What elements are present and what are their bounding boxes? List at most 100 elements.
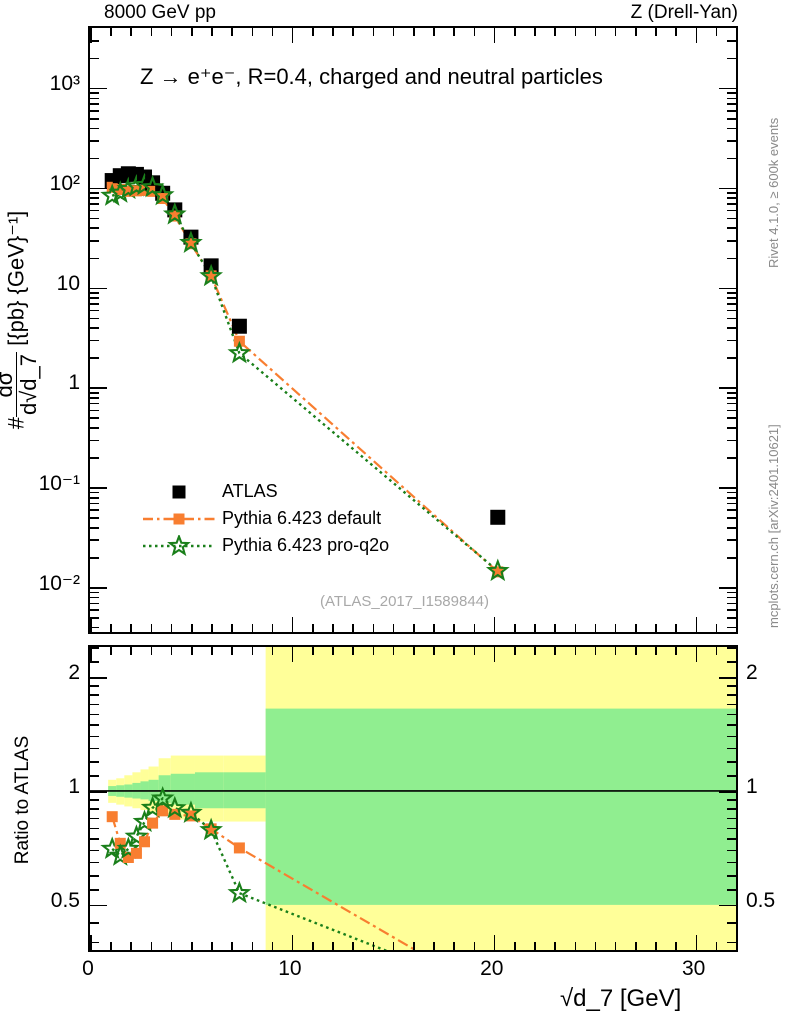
- axis-tick: [352, 942, 355, 950]
- axis-tick: [90, 861, 99, 864]
- axis-tick: [473, 624, 476, 632]
- axis-tick: [493, 617, 496, 632]
- axis-tick: [90, 487, 107, 489]
- axis-tick: [271, 647, 274, 655]
- axis-tick: [727, 775, 736, 777]
- ratio-ytick-label-left: 1: [68, 774, 80, 798]
- ratio-ytick-label-right: 1: [746, 774, 758, 798]
- axis-tick: [513, 28, 516, 36]
- axis-tick: [372, 624, 375, 632]
- axis-tick: [90, 92, 99, 95]
- axis-tick: [90, 417, 99, 420]
- legend-label: ATLAS: [222, 481, 278, 501]
- axis-tick: [574, 28, 577, 36]
- axis-tick: [251, 624, 254, 632]
- main-ytick-label: 10⁻¹: [38, 472, 80, 496]
- axis-tick: [727, 57, 736, 60]
- axis-tick: [90, 87, 107, 90]
- axis-tick: [727, 227, 736, 230]
- axis-tick: [90, 609, 99, 611]
- axis-tick: [90, 357, 99, 359]
- axis-tick: [736, 647, 738, 655]
- axis-tick: [727, 409, 736, 412]
- axis-tick: [727, 303, 736, 305]
- axis-tick: [727, 760, 736, 763]
- axis-tick: [190, 624, 193, 632]
- rivet-version-note: Rivet 4.1.0, ≥ 600k events: [766, 117, 781, 268]
- axis-tick: [719, 487, 736, 489]
- axis-tick: [90, 303, 99, 305]
- axis-tick: [719, 587, 736, 589]
- axis-tick: [170, 942, 173, 950]
- axis-tick: [736, 624, 738, 632]
- axis-tick: [90, 941, 99, 944]
- axis-tick: [110, 28, 112, 36]
- axis-tick: [90, 676, 107, 679]
- axis-tick: [271, 624, 274, 632]
- axis-tick: [150, 942, 153, 950]
- axis-tick: [727, 110, 736, 112]
- legend-key-star-icon: [142, 533, 216, 557]
- axis-tick: [554, 28, 556, 36]
- axis-tick: [90, 402, 99, 405]
- axis-tick: [90, 596, 99, 599]
- axis-tick: [727, 327, 736, 329]
- axis-tick: [727, 861, 736, 864]
- axis-tick: [90, 838, 99, 840]
- axis-tick: [715, 624, 718, 632]
- axis-tick: [727, 257, 736, 260]
- axis-tick: [332, 624, 334, 632]
- axis-tick: [90, 790, 107, 793]
- axis-tick: [90, 539, 99, 542]
- axis-tick: [251, 942, 254, 950]
- axis-tick: [614, 28, 617, 36]
- axis-tick: [534, 28, 536, 36]
- axis-tick: [90, 217, 99, 220]
- legend-entry[interactable]: ATLAS: [142, 478, 389, 505]
- axis-tick: [372, 942, 375, 950]
- axis-tick: [413, 942, 415, 950]
- axis-tick: [493, 647, 496, 662]
- axis-tick: [614, 942, 617, 950]
- axis-tick: [90, 502, 99, 505]
- axis-tick: [727, 591, 736, 594]
- axis-tick: [90, 491, 99, 494]
- axis-tick: [90, 849, 99, 852]
- axis-tick: [90, 904, 107, 907]
- axis-tick: [251, 647, 254, 655]
- axis-tick: [211, 647, 213, 655]
- axis-tick: [332, 28, 334, 36]
- axis-tick: [211, 624, 213, 632]
- axis-tick: [170, 624, 173, 632]
- axis-tick: [675, 624, 678, 632]
- axis-tick: [372, 28, 375, 36]
- axis-tick: [90, 387, 107, 389]
- axis-tick: [727, 427, 736, 429]
- axis-tick: [90, 889, 99, 891]
- axis-tick: [90, 775, 99, 777]
- axis-tick: [352, 624, 355, 632]
- axis-tick: [727, 808, 736, 810]
- legend-entry[interactable]: Pythia 6.423 pro-q2o: [142, 532, 389, 559]
- axis-tick: [90, 747, 99, 750]
- axis-tick: [231, 624, 233, 632]
- axis-tick: [413, 624, 415, 632]
- axis-tick: [655, 28, 657, 36]
- legend-entry[interactable]: Pythia 6.423 default: [142, 505, 389, 532]
- ratio-ytick-label-right: 2: [746, 660, 758, 684]
- axis-tick: [719, 187, 736, 190]
- axis-tick: [727, 838, 736, 840]
- axis-tick: [332, 942, 334, 950]
- axis-tick: [90, 922, 99, 924]
- ratio-plot-svg: [90, 647, 736, 950]
- axis-tick: [90, 57, 99, 60]
- axis-tick: [727, 192, 736, 194]
- axis-tick: [727, 694, 736, 696]
- axis-tick: [90, 935, 92, 950]
- axis-tick: [90, 685, 99, 687]
- legend-label: Pythia 6.423 default: [222, 508, 382, 528]
- axis-tick: [433, 942, 435, 950]
- axis-tick: [90, 292, 99, 294]
- axis-tick: [655, 624, 657, 632]
- axis-tick: [727, 799, 736, 801]
